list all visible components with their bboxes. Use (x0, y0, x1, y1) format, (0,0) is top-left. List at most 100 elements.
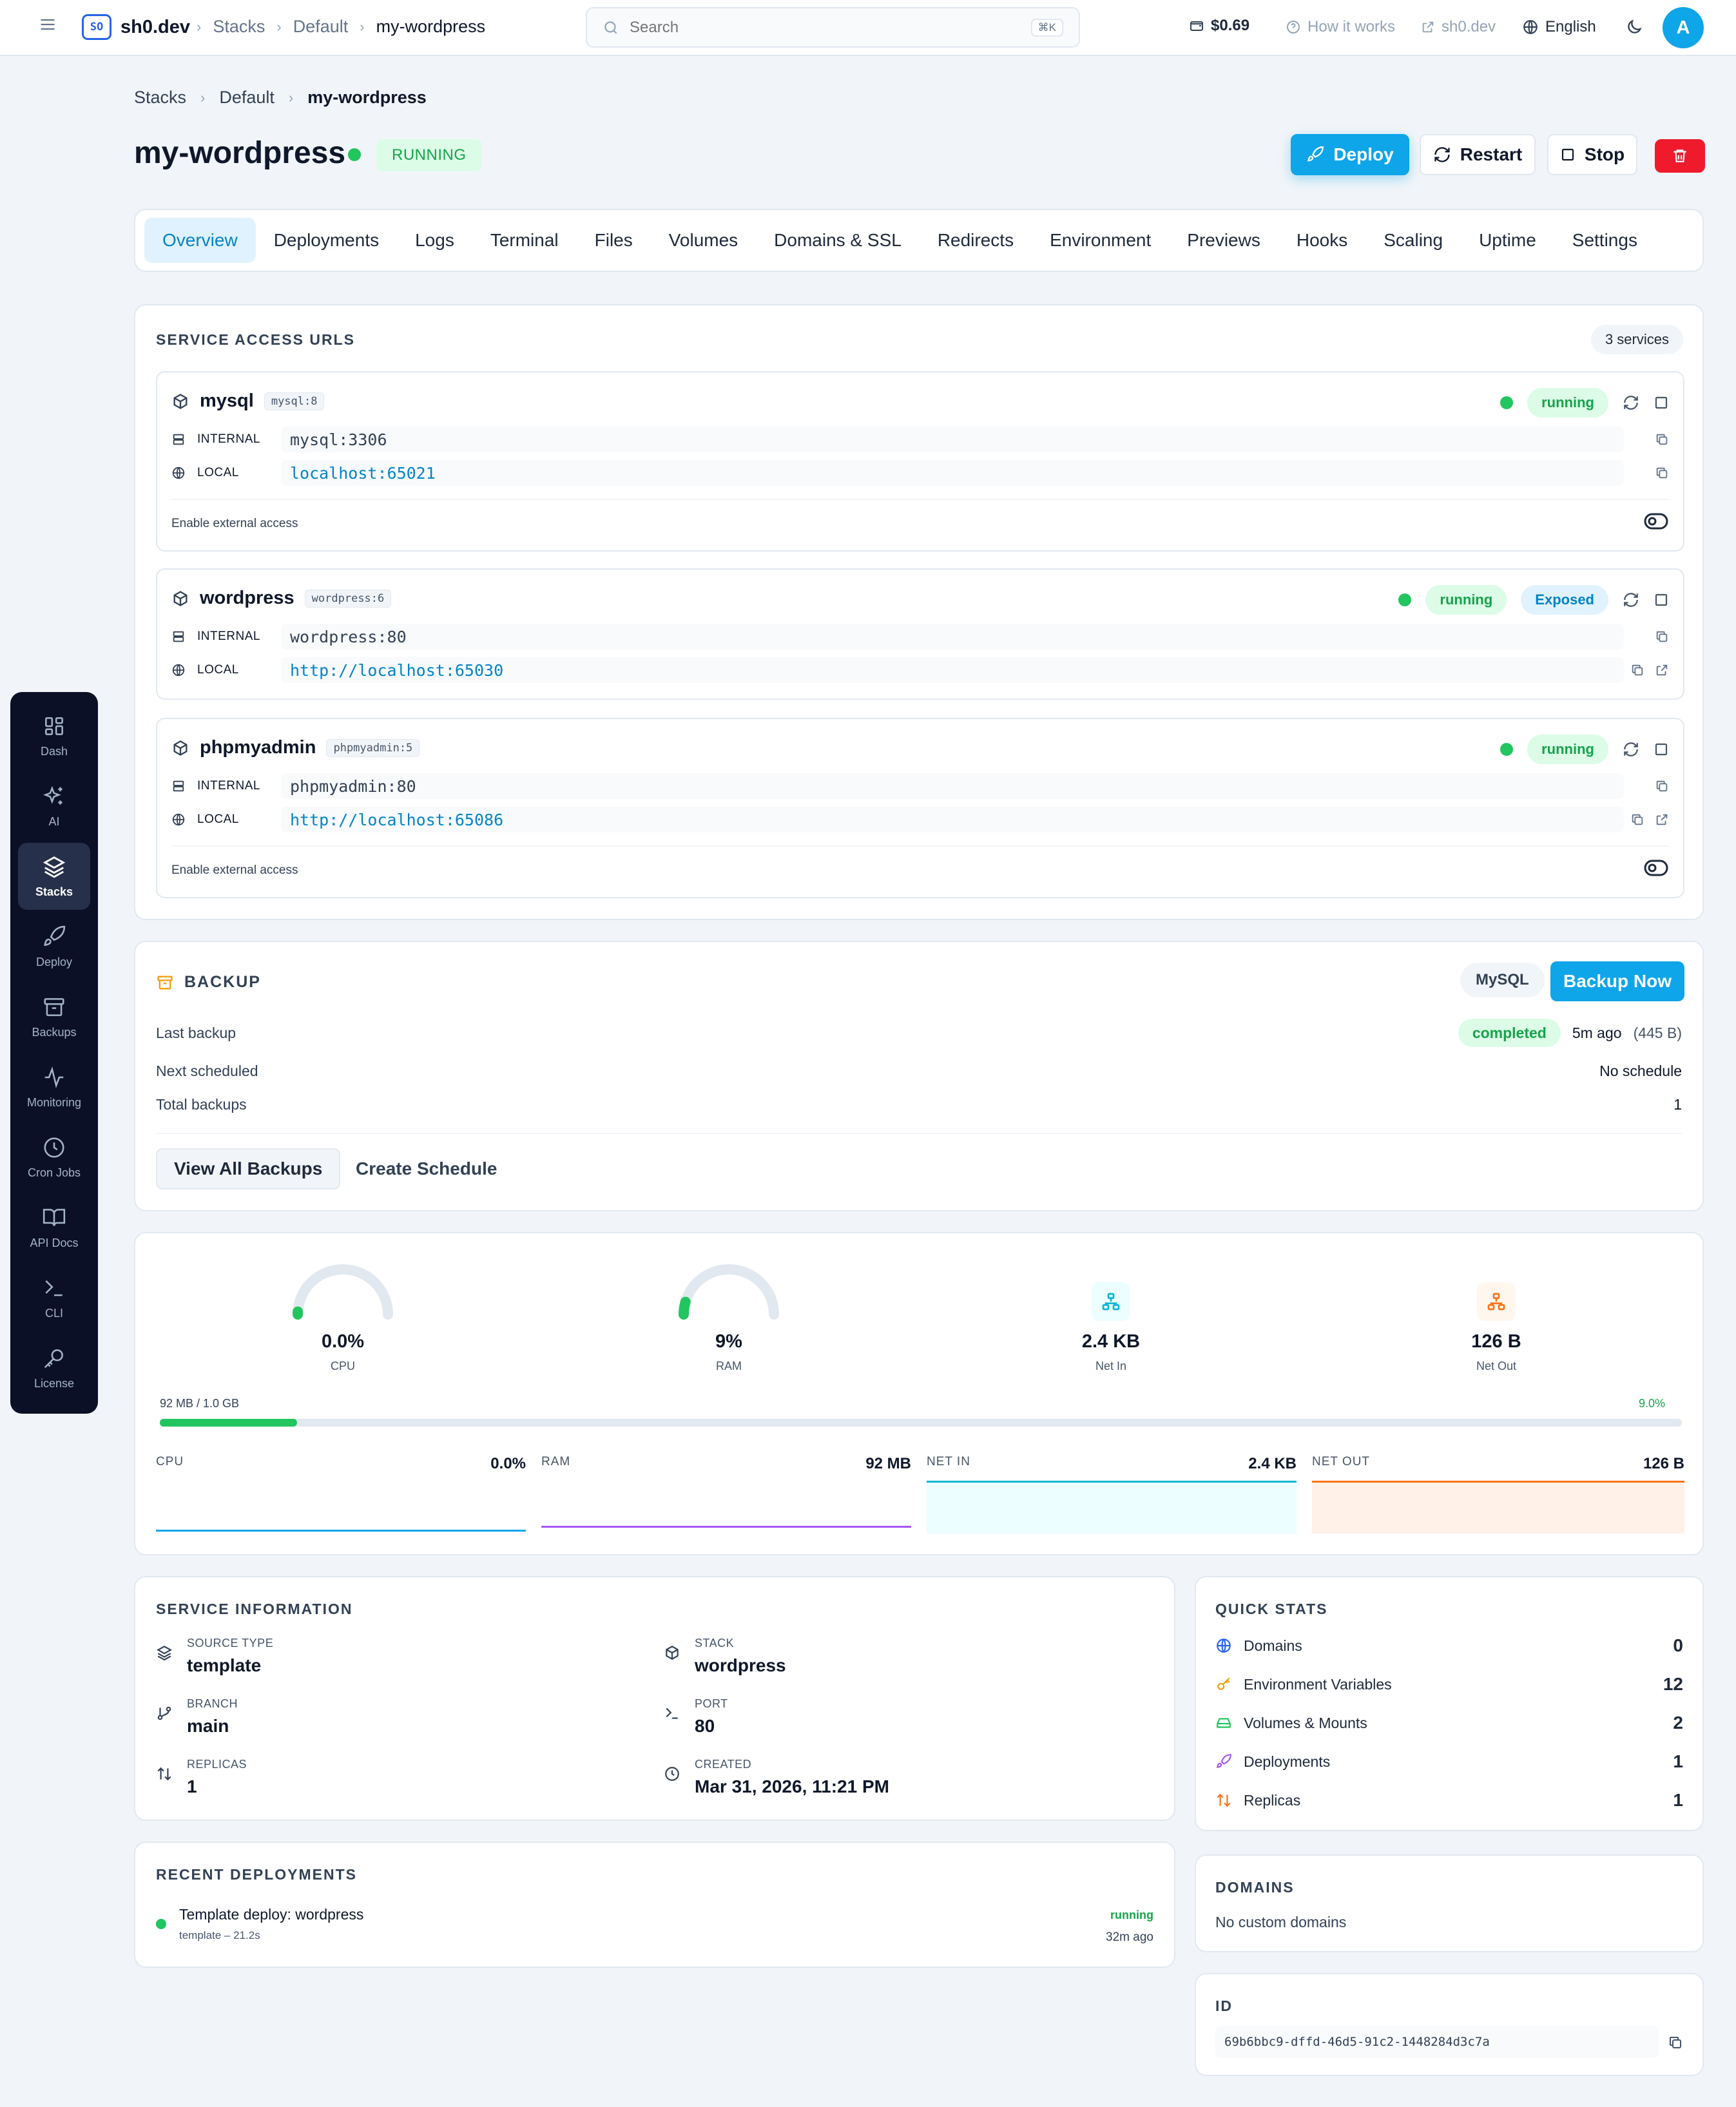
tab-files[interactable]: Files (594, 230, 633, 250)
sidebar-item-dash[interactable]: Dash (18, 702, 90, 769)
rocket-icon (44, 925, 66, 946)
copy-icon[interactable] (1630, 813, 1644, 827)
globe-icon (172, 467, 185, 479)
memory-bar (160, 1419, 1682, 1427)
section-title: ID (1215, 1997, 1233, 2014)
tab-volumes[interactable]: Volumes (668, 230, 738, 250)
sidebar-item-backups[interactable]: Backups (18, 983, 90, 1050)
menu-icon[interactable] (39, 15, 57, 34)
sidebar-item-cli[interactable]: CLI (18, 1264, 90, 1331)
restart-button[interactable]: Restart (1420, 134, 1536, 175)
tab-domains-ssl[interactable]: Domains & SSL (774, 230, 902, 250)
section-title: SERVICE ACCESS URLS (156, 331, 355, 348)
external-link-icon[interactable] (1655, 663, 1669, 677)
external-link-icon (1422, 21, 1434, 33)
view-all-backups-button[interactable]: View All Backups (156, 1148, 341, 1189)
top-crumb-default[interactable]: Default (293, 17, 349, 36)
site-link[interactable]: sh0.dev (1421, 18, 1496, 36)
net-out-label: Net Out (1476, 1360, 1517, 1372)
delete-button[interactable] (1655, 139, 1705, 173)
status-dot (1500, 743, 1514, 756)
deploy-button[interactable]: Deploy (1291, 134, 1409, 175)
copy-icon[interactable] (1655, 630, 1669, 644)
square-icon[interactable] (1654, 592, 1669, 608)
copy-icon[interactable] (1655, 432, 1669, 447)
copy-icon[interactable] (1655, 779, 1669, 793)
toggle-icon[interactable] (1643, 858, 1669, 878)
tab-uptime[interactable]: Uptime (1479, 230, 1536, 250)
rocket-icon (1307, 146, 1324, 162)
sidebar-item-stacks[interactable]: Stacks (18, 843, 90, 910)
mini-net-out-value: 126 B (1643, 1455, 1684, 1472)
deployment-time: 32m ago (1106, 1930, 1153, 1944)
sidebar-item-ai[interactable]: AI (18, 773, 90, 840)
mini-net-in-area (927, 1481, 1297, 1534)
list-item[interactable]: Template deploy: wordpress template – 21… (156, 1905, 1153, 1956)
port-label: PORT (695, 1697, 728, 1710)
tab-deployments[interactable]: Deployments (273, 230, 380, 250)
ram-gauge-track (679, 1264, 779, 1320)
breadcrumb-stacks[interactable]: Stacks (134, 88, 187, 107)
tab-settings[interactable]: Settings (1572, 230, 1637, 250)
copy-icon[interactable] (1655, 466, 1669, 480)
top-breadcrumb: › Stacks › Default › my-wordpress (197, 17, 485, 37)
create-schedule-button[interactable]: Create Schedule (356, 1159, 497, 1179)
copy-icon[interactable] (1630, 663, 1644, 677)
mini-cpu-line (156, 1530, 526, 1532)
sidebar-item-monitoring[interactable]: Monitoring (18, 1054, 90, 1121)
balance-button[interactable]: $0.69 (1189, 17, 1249, 35)
last-backup-time: 5m ago (1572, 1024, 1622, 1041)
tab-terminal[interactable]: Terminal (490, 230, 559, 250)
sidebar-item-deploy[interactable]: Deploy (18, 913, 90, 980)
section-title: DOMAINS (1215, 1879, 1295, 1896)
square-icon[interactable] (1654, 395, 1669, 410)
section-title: BACKUP (184, 973, 261, 991)
tab-previews[interactable]: Previews (1187, 230, 1260, 250)
search-input[interactable] (630, 18, 1021, 37)
external-link-icon[interactable] (1655, 813, 1669, 827)
last-backup-label: Last backup (156, 1024, 236, 1041)
refresh-icon[interactable] (1623, 741, 1639, 758)
sidebar: Dash AI Stacks Deploy Backups Monitoring… (10, 692, 98, 1414)
local-url[interactable]: http://localhost:65086 (281, 807, 1624, 832)
search-icon (604, 21, 617, 34)
local-url[interactable]: localhost:65021 (281, 460, 1624, 486)
mini-ram-label: RAM (541, 1455, 571, 1468)
toggle-icon[interactable] (1643, 512, 1669, 531)
tab-redirects[interactable]: Redirects (937, 230, 1014, 250)
theme-toggle[interactable] (1625, 18, 1643, 36)
sidebar-item-api-docs[interactable]: API Docs (18, 1194, 90, 1261)
user-menu[interactable]: A (1663, 7, 1704, 48)
breadcrumb-current: my-wordpress (307, 88, 427, 107)
recent-deployments-card: RECENT DEPLOYMENTS Template deploy: word… (134, 1842, 1175, 1968)
local-url[interactable]: http://localhost:65030 (281, 657, 1624, 683)
top-crumb-stacks[interactable]: Stacks (213, 17, 265, 36)
copy-icon[interactable] (1668, 2035, 1683, 2050)
internal-label: INTERNAL (197, 779, 260, 793)
language-selector[interactable]: English (1522, 18, 1596, 36)
mini-ram-value: 92 MB (865, 1455, 911, 1472)
total-backups-value: 1 (1673, 1095, 1682, 1113)
sidebar-item-license[interactable]: License (18, 1334, 90, 1401)
stop-button[interactable]: Stop (1547, 134, 1637, 175)
internal-url: wordpress:80 (281, 624, 1624, 649)
how-it-works-link[interactable]: How it works (1286, 18, 1395, 36)
layers-icon (157, 1646, 172, 1661)
sidebar-item-cron-jobs[interactable]: Cron Jobs (18, 1124, 90, 1191)
backup-now-button[interactable]: Backup Now (1550, 961, 1684, 1001)
tab-overview[interactable]: Overview (144, 218, 256, 263)
chevron-right-icon: › (288, 89, 294, 106)
logo[interactable]: SO sh0.dev (82, 14, 190, 40)
square-icon[interactable] (1654, 742, 1669, 757)
tab-scaling[interactable]: Scaling (1384, 230, 1443, 250)
service-phpmyadmin: phpmyadmin phpmyadmin:5 running INTERNAL… (156, 718, 1684, 898)
search-bar[interactable]: ⌘K (586, 7, 1080, 48)
tab-hooks[interactable]: Hooks (1296, 230, 1348, 250)
globe-icon (172, 664, 185, 677)
refresh-icon[interactable] (1623, 394, 1639, 411)
breadcrumb-default[interactable]: Default (219, 88, 275, 107)
refresh-icon[interactable] (1623, 592, 1639, 608)
tab-logs[interactable]: Logs (415, 230, 454, 250)
brand-name: sh0.dev (121, 16, 190, 37)
tab-environment[interactable]: Environment (1050, 230, 1152, 250)
